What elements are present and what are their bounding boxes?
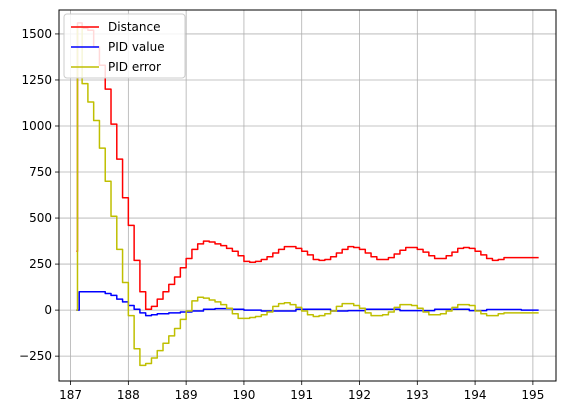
- x-tick-label: 187: [59, 388, 82, 402]
- legend-label-pid-error: PID error: [108, 60, 161, 74]
- y-tick-label: 0: [44, 303, 52, 317]
- legend-label-distance: Distance: [108, 20, 160, 34]
- y-tick-label: 1500: [21, 27, 52, 41]
- y-tick-label: 750: [29, 165, 52, 179]
- plot-frame: [58, 9, 557, 382]
- legend-label-pid-value: PID value: [108, 40, 165, 54]
- x-tick-label: 193: [406, 388, 429, 402]
- x-tick-label: 190: [232, 388, 255, 402]
- x-tick-label: 188: [117, 388, 140, 402]
- x-tick-label: 192: [348, 388, 371, 402]
- series-line-pid-error: [76, 25, 539, 367]
- y-tick-label: −250: [19, 349, 52, 363]
- series-line-distance: [76, 22, 539, 310]
- x-tick-label: 195: [521, 388, 544, 402]
- y-tick-label: 250: [29, 257, 52, 271]
- y-tick-label: 1000: [21, 119, 52, 133]
- y-tick-label: 1250: [21, 73, 52, 87]
- y-tick-label: 500: [29, 211, 52, 225]
- legend: Distance PID value PID error: [63, 13, 186, 79]
- x-tick-label: 191: [290, 388, 313, 402]
- x-tick-label: 189: [175, 388, 198, 402]
- x-tick-label: 194: [464, 388, 487, 402]
- x-axis: 187 188 189 190 191 192 193 194 195: [59, 381, 544, 402]
- y-axis: −250 0 250 500 750 1000 1250 1500: [19, 27, 59, 363]
- series-line-pid-value: [76, 290, 539, 317]
- series-layer: [76, 22, 539, 367]
- legend-box: [63, 13, 186, 79]
